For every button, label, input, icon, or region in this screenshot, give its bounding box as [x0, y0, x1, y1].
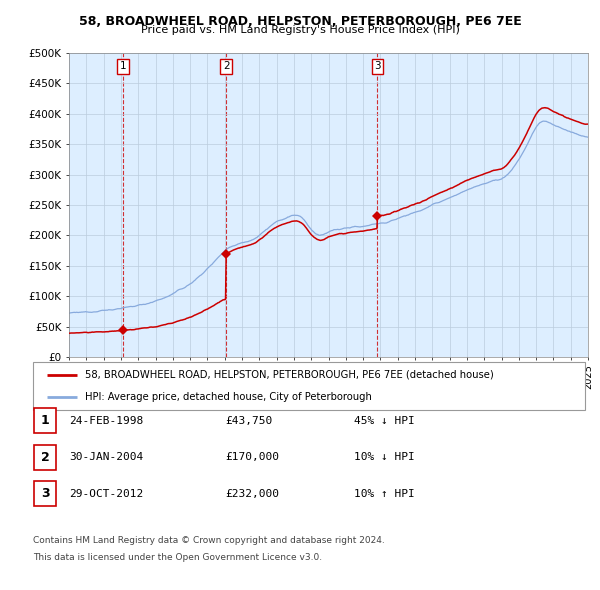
Text: 45% ↓ HPI: 45% ↓ HPI — [354, 416, 415, 425]
Text: 2: 2 — [223, 61, 229, 71]
FancyBboxPatch shape — [34, 408, 56, 433]
Text: 58, BROADWHEEL ROAD, HELPSTON, PETERBOROUGH, PE6 7EE (detached house): 58, BROADWHEEL ROAD, HELPSTON, PETERBORO… — [85, 370, 494, 380]
Text: HPI: Average price, detached house, City of Peterborough: HPI: Average price, detached house, City… — [85, 392, 373, 402]
Text: 1: 1 — [120, 61, 127, 71]
FancyBboxPatch shape — [34, 445, 56, 470]
Text: This data is licensed under the Open Government Licence v3.0.: This data is licensed under the Open Gov… — [33, 553, 322, 562]
Text: 2: 2 — [41, 451, 49, 464]
Text: £232,000: £232,000 — [225, 489, 279, 499]
Text: Price paid vs. HM Land Registry's House Price Index (HPI): Price paid vs. HM Land Registry's House … — [140, 25, 460, 35]
Text: Contains HM Land Registry data © Crown copyright and database right 2024.: Contains HM Land Registry data © Crown c… — [33, 536, 385, 545]
Text: 29-OCT-2012: 29-OCT-2012 — [69, 489, 143, 499]
Text: 1: 1 — [41, 414, 49, 427]
Text: £43,750: £43,750 — [225, 416, 272, 425]
Text: 58, BROADWHEEL ROAD, HELPSTON, PETERBOROUGH, PE6 7EE: 58, BROADWHEEL ROAD, HELPSTON, PETERBORO… — [79, 15, 521, 28]
Text: £170,000: £170,000 — [225, 453, 279, 462]
Text: 24-FEB-1998: 24-FEB-1998 — [69, 416, 143, 425]
Text: 10% ↓ HPI: 10% ↓ HPI — [354, 453, 415, 462]
FancyBboxPatch shape — [34, 481, 56, 506]
Text: 30-JAN-2004: 30-JAN-2004 — [69, 453, 143, 462]
Text: 3: 3 — [41, 487, 49, 500]
FancyBboxPatch shape — [33, 362, 585, 410]
Text: 3: 3 — [374, 61, 381, 71]
Text: 10% ↑ HPI: 10% ↑ HPI — [354, 489, 415, 499]
